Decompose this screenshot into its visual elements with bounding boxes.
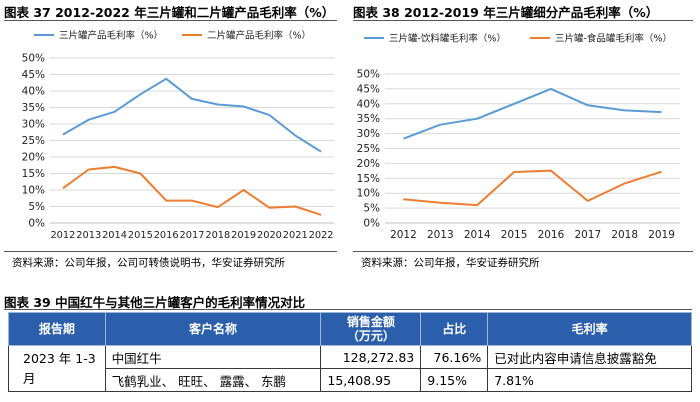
series-line-2 xyxy=(403,169,662,207)
y-tick-label: 40% xyxy=(357,98,380,110)
fig38-title: 图表 38 2012-2019 年三片罐细分产品毛利率（%） xyxy=(353,5,659,20)
legend-label: 三片罐产品毛利率（%） xyxy=(59,30,163,42)
header-period: 报告期 xyxy=(8,312,106,346)
y-tick-label: 25% xyxy=(357,143,380,155)
x-tick-label: 2016 xyxy=(154,230,179,241)
y-tick-label: 25% xyxy=(22,135,45,147)
y-tick-label: 45% xyxy=(357,83,380,95)
y-tick-label: 45% xyxy=(22,69,45,81)
x-tick-label: 2018 xyxy=(205,230,230,241)
y-tick-label: 5% xyxy=(28,201,45,213)
series-line-1 xyxy=(62,77,322,153)
table-row: 2023 年 1-3 月 中国红牛 128,272.83 76.16% 已对此内… xyxy=(8,345,692,392)
x-tick-label: 2021 xyxy=(283,230,308,241)
y-tick-label: 10% xyxy=(22,185,45,197)
table-row: 飞鹤乳业、 旺旺、 露露、 东鹏 15,408.95 9.15% 7.81% xyxy=(9,368,692,392)
y-tick-label: 40% xyxy=(22,86,45,98)
y-tick-label: 30% xyxy=(357,128,380,140)
fig38-source-rule xyxy=(353,251,693,252)
customer-cell: 飞鹤乳业、 旺旺、 露露、 东鹏 xyxy=(104,368,322,392)
y-tick-label: 15% xyxy=(357,173,380,185)
y-tick-label: 30% xyxy=(22,119,45,131)
x-tick-label: 2017 xyxy=(574,229,601,241)
x-tick-label: 2015 xyxy=(128,230,153,241)
legend-label: 三片罐-食品罐毛利率（%） xyxy=(555,33,672,45)
x-tick-label: 2013 xyxy=(76,230,101,241)
x-tick-label: 2012 xyxy=(50,230,75,241)
y-tick-label: 50% xyxy=(357,69,380,81)
x-tick-label: 2019 xyxy=(231,230,256,241)
fig39-title: 图表 39 中国红牛与其他三片罐客户的毛利率情况对比 xyxy=(4,295,306,310)
x-tick-label: 2016 xyxy=(538,229,565,241)
margin-cell: 7.81% xyxy=(487,368,692,392)
header-customer: 客户名称 xyxy=(104,312,322,346)
y-tick-label: 20% xyxy=(22,152,45,164)
y-tick-label: 0% xyxy=(28,218,45,230)
header-margin: 毛利率 xyxy=(487,312,692,346)
amount-cell: 15,408.95 xyxy=(320,368,422,392)
fig38-source: 资料来源：公司年报，华安证券研究所 xyxy=(361,257,540,269)
x-tick-label: 2018 xyxy=(611,229,638,241)
header-share: 占比 xyxy=(420,312,489,346)
chart-38: 0% 5% 10% 15% 20% 25% 30% 35% 40% 45% 50% 2012 2013 2… xyxy=(357,33,680,241)
x-tick-label: 2014 xyxy=(464,229,491,241)
fig37-source-rule xyxy=(4,251,337,252)
fig38-title-rule xyxy=(353,20,693,21)
fig37-title-rule xyxy=(4,20,337,21)
header-amount: 销售金额 （万元） xyxy=(320,312,422,346)
fig37-source: 资料来源：公司年报，公司可转债说明书，华安证券研究所 xyxy=(12,257,285,269)
x-tick-label: 2012 xyxy=(390,229,417,241)
comparison-table: 报告期 客户名称 销售金额 （万元） 占比 毛利率 2023 年 1-3 月 中国… xyxy=(8,312,692,392)
chart-37: 0%5%10%15%20%25%30%35%40%45%50%2012 2013 2… xyxy=(22,30,334,241)
y-tick-label: 20% xyxy=(357,158,380,170)
share-cell: 76.16% xyxy=(420,345,489,369)
x-tick-label: 2017 xyxy=(180,230,205,241)
period-cell: 2023 年 1-3 月 xyxy=(8,345,106,392)
y-tick-label: 50% xyxy=(22,53,45,65)
share-cell: 9.15% xyxy=(420,368,489,392)
fig39-title-rule xyxy=(4,309,692,310)
customer-cell: 中国红牛 xyxy=(104,345,322,369)
y-tick-label: 35% xyxy=(22,102,45,114)
amount-cell: 128,272.83 xyxy=(320,345,422,369)
series-line-1 xyxy=(403,87,662,140)
y-tick-label: 0% xyxy=(363,218,380,230)
x-tick-label: 2014 xyxy=(102,230,127,241)
x-tick-label: 2015 xyxy=(501,229,528,241)
x-tick-label: 2020 xyxy=(257,230,282,241)
x-tick-label: 2019 xyxy=(648,229,675,241)
fig37-title: 图表 37 2012-2022 年三片罐和二片罐产品毛利率（%） xyxy=(4,5,335,20)
margin-cell: 已对此内容申请信息披露豁免 xyxy=(487,345,692,369)
series-line-2 xyxy=(62,165,322,216)
legend-label: 二片罐产品毛利率（%） xyxy=(207,30,311,42)
y-tick-label: 5% xyxy=(363,203,380,215)
legend-label: 三片罐-饮料罐毛利率（%） xyxy=(389,33,506,45)
y-tick-label: 15% xyxy=(22,168,45,180)
table-header-row: 报告期 客户名称 销售金额 （万元） 占比 毛利率 xyxy=(8,312,692,346)
x-tick-label: 2013 xyxy=(427,229,454,241)
y-tick-label: 10% xyxy=(357,188,380,200)
y-tick-label: 35% xyxy=(357,113,380,125)
x-tick-label: 2022 xyxy=(309,230,334,241)
